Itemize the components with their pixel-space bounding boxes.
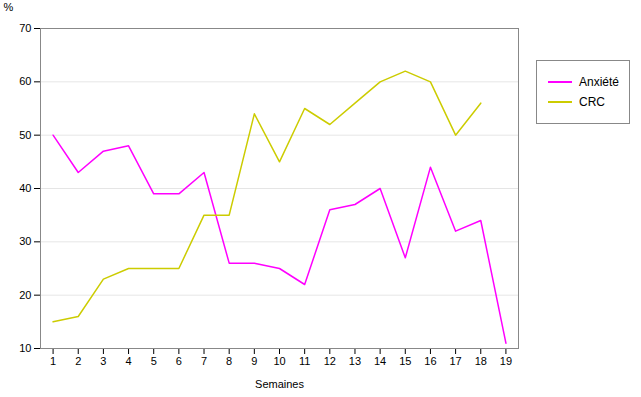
svg-text:20: 20 <box>19 289 31 301</box>
svg-text:Semaines: Semaines <box>255 378 304 390</box>
html-text:Anxiété: Anxiété <box>579 75 619 89</box>
svg-text:8: 8 <box>226 355 232 367</box>
svg-text:19: 19 <box>500 355 512 367</box>
svg-text:16: 16 <box>424 355 436 367</box>
html-text:CRC: CRC <box>579 95 605 109</box>
svg-text:70: 70 <box>19 22 31 34</box>
svg-text:6: 6 <box>176 355 182 367</box>
svg-text:4: 4 <box>125 355 131 367</box>
svg-text:17: 17 <box>449 355 461 367</box>
svg-text:13: 13 <box>349 355 361 367</box>
svg-text:18: 18 <box>475 355 487 367</box>
svg-text:40: 40 <box>19 182 31 194</box>
svg-text:60: 60 <box>19 75 31 87</box>
svg-text:10: 10 <box>19 342 31 354</box>
svg-text:%: % <box>4 1 14 13</box>
svg-text:14: 14 <box>374 355 386 367</box>
svg-text:15: 15 <box>399 355 411 367</box>
svg-text:1: 1 <box>50 355 56 367</box>
svg-text:12: 12 <box>324 355 336 367</box>
svg-text:9: 9 <box>251 355 257 367</box>
svg-text:30: 30 <box>19 235 31 247</box>
svg-text:2: 2 <box>75 355 81 367</box>
svg-text:11: 11 <box>299 355 310 367</box>
svg-text:7: 7 <box>201 355 207 367</box>
svg-text:50: 50 <box>19 129 31 141</box>
svg-text:3: 3 <box>100 355 106 367</box>
svg-text:5: 5 <box>151 355 157 367</box>
svg-text:10: 10 <box>273 355 285 367</box>
